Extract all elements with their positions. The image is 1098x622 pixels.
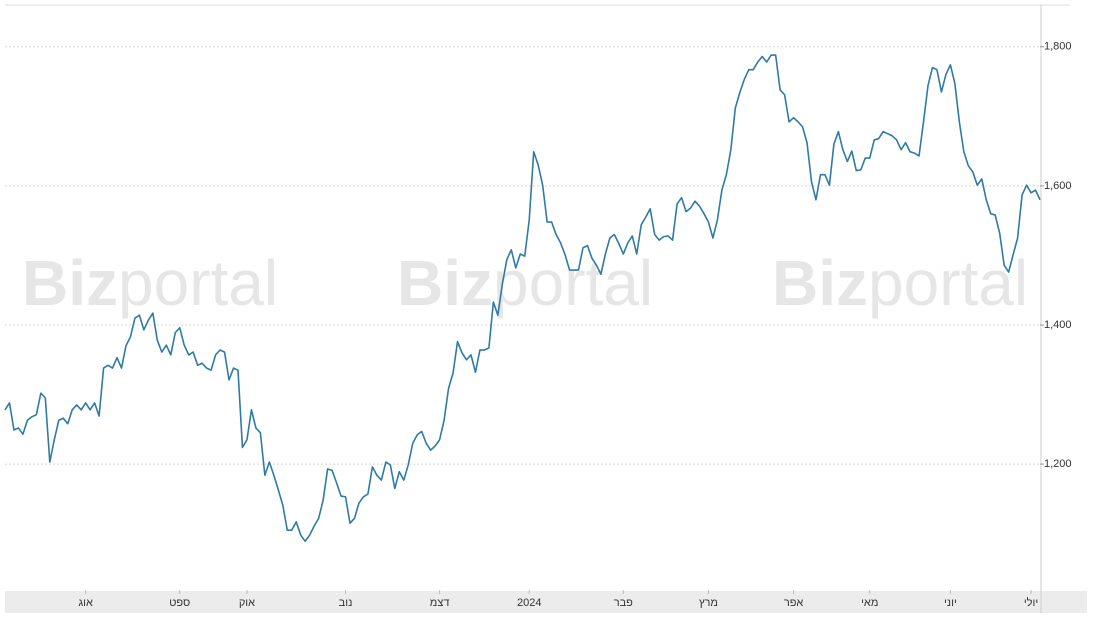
x-tick-label: נוב [339,597,353,609]
watermarks: Bizportal Bizportal Bizportal [22,247,1028,319]
x-tick-label: מאי [861,597,878,609]
x-tick-label: אוג [78,597,93,609]
x-tick-label: מרץ [699,597,718,609]
x-axis-band [5,591,1087,613]
x-tick-label: 2024 [517,597,541,609]
y-tick-label: 1,400 [1044,319,1072,331]
price-line [4,54,1041,543]
watermark-bold: Biz [397,247,493,319]
x-tick-label: ספט [169,597,190,609]
watermark-bold: Biz [772,247,868,319]
x-tick-label: יוני [944,597,957,609]
y-tick-label: 1,200 [1044,458,1072,470]
y-tick-label: 1,600 [1044,180,1072,192]
x-tick-label: דצמ [430,597,450,609]
watermark-light: portal [868,247,1028,319]
watermark-light: portal [118,247,278,319]
x-tick-label: אפר [784,597,804,609]
watermark-bold: Biz [22,247,118,319]
watermark: Bizportal [22,247,278,319]
y-tick-label: 1,800 [1044,41,1072,53]
watermark: Bizportal [397,247,653,319]
watermark-light: portal [493,247,653,319]
x-tick-label: אוק [239,597,255,609]
x-tick-label: יולי [1024,596,1038,609]
x-tick-label: פבר [614,597,633,609]
watermark: Bizportal [772,247,1028,319]
